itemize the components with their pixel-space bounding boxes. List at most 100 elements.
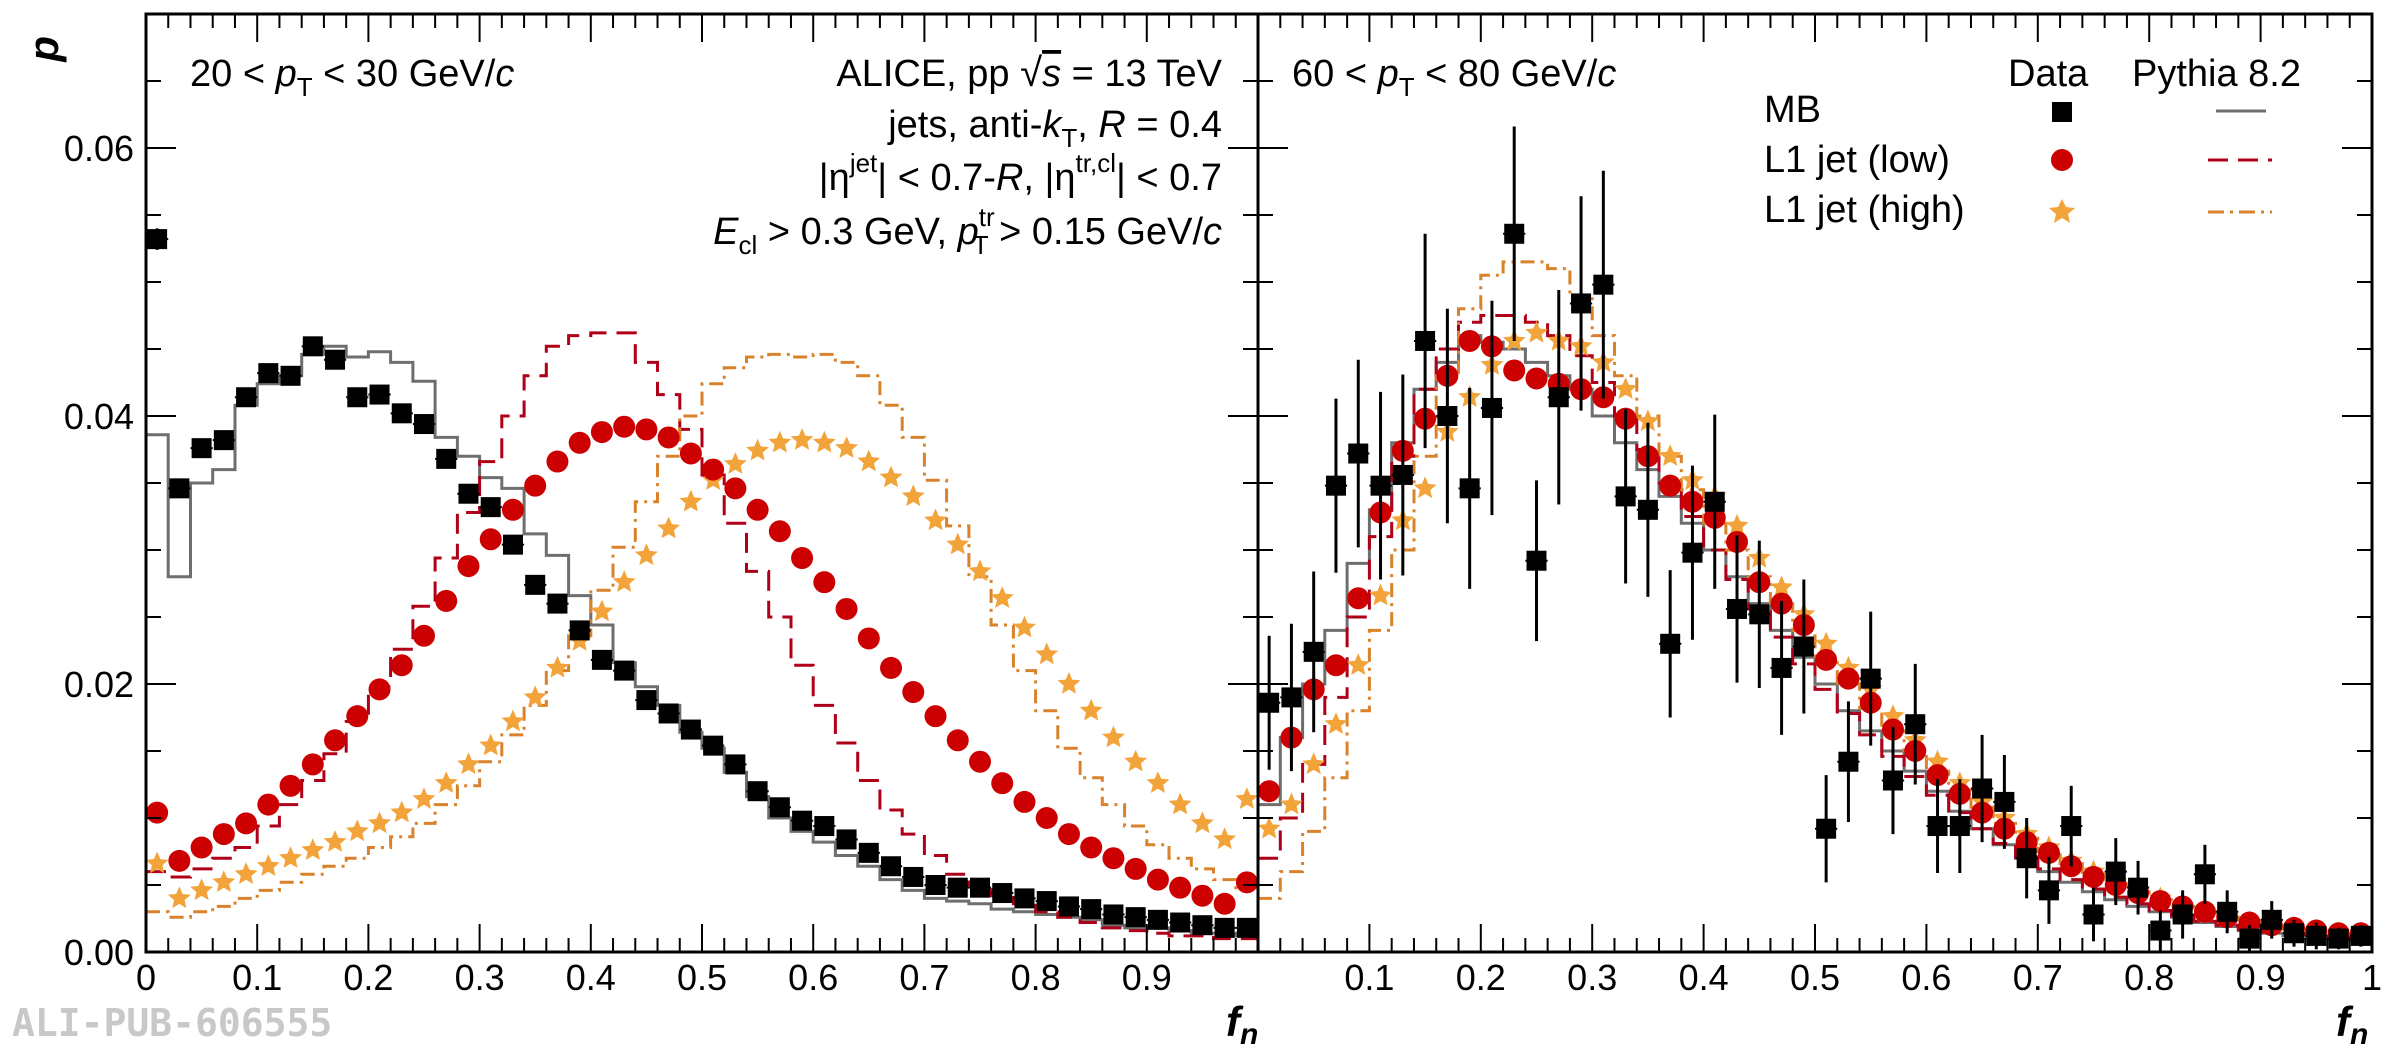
left-mb-point-35 [925,875,946,895]
left-mb-point-29 [792,810,813,831]
left-mb-point-45 [1147,909,1168,930]
right-mb-point-14 [1571,293,1592,314]
right-mb-point-17 [1637,499,1658,520]
right-mb-point-26 [1838,751,1859,772]
left-x-tick-label-4: 0.4 [566,957,616,998]
right-x-tick-label-7: 0.8 [2124,957,2174,998]
y-axis-title: p [20,36,67,63]
right-l1-jet-high-point-25 [1814,631,1838,654]
right-mb-point-37 [2083,904,2104,925]
right-x-tick-label-6: 0.7 [2013,957,2063,998]
x-axis-title-left: fn [1226,998,1258,1046]
left-mb-point-30 [814,816,835,837]
right-l1-jet-high-point-0 [1258,816,1281,839]
axis-ticks [145,13,2373,953]
left-mb-point-23 [658,703,679,724]
right-mb-point-49 [2350,925,2371,946]
right-l1-jet-low-point-4 [1347,587,1370,610]
right-x-tick-label-0: 0.1 [1344,957,1394,998]
right-mb-point-29 [1905,714,1926,735]
right-mb-point-36 [2061,816,2082,837]
left-mb-point-47 [1192,915,1213,936]
y-tick-label-2: 0.04 [64,396,134,437]
left-mb-point-28 [769,797,790,818]
left-l1-jet-high-point-13 [434,771,458,793]
y-tick-label-1: 0.02 [64,664,134,705]
left-l1-jet-low-point-45 [1146,868,1169,891]
left-l1-jet-low-point-20 [590,421,613,444]
left-mb-point-33 [881,856,902,877]
right-mb-point-41 [2172,904,2193,925]
right-mb-point-8 [1437,406,1458,426]
left-l1-jet-low-point-28 [768,520,791,543]
legend-label-high: L1 jet (high) [1764,189,1965,231]
right-mb-point-43 [2217,901,2238,922]
left-l1-jet-high-point-45 [1146,771,1170,793]
left-mb-point-11 [391,403,412,424]
left-l1-jet-high-point-4 [234,862,258,884]
left-l1-jet-high-point-48 [1213,827,1237,850]
legend-header-pythia: Pythia 8.2 [2132,53,2301,95]
right-mb-point-30 [1927,816,1948,837]
right-l1-jet-low-point-3 [1324,654,1347,677]
left-mb-point-19 [569,620,590,641]
left-l1-jet-high-point-5 [256,854,280,876]
right-l1-jet-high-point-1 [1280,792,1303,815]
left-x-tick-label-0: 0 [136,957,156,998]
left-mb-point-3 [213,430,234,451]
left-mb-point-8 [325,349,346,370]
left-x-tick-label-6: 0.6 [788,957,838,998]
y-tick-label-3: 0.06 [64,128,134,169]
left-l1-jet-low-point-37 [969,750,991,773]
left-l1-jet-low-point-27 [746,498,769,521]
right-mb-point-15 [1593,274,1614,295]
left-l1-jet-low-point-34 [902,681,925,704]
left-l1-jet-high-point-43 [1102,725,1125,748]
left-mb-point-48 [1214,917,1235,938]
jet-definition-label: jets, anti-kT, R = 0.4 [887,104,1222,153]
right-l1-jet-high-point-18 [1658,444,1682,466]
left-l1-jet-low-point-2 [190,836,213,859]
left-l1-jet-low-point-39 [1013,790,1036,813]
left-mb-point-13 [436,448,457,469]
x-axis-title-sub-right: n [2350,1018,2368,1046]
left-l1-jet-high-point-1 [167,886,191,909]
right-mb-point-3 [1325,475,1346,496]
left-mb-point-40 [1036,891,1057,912]
right-mb-point-27 [1860,668,1881,689]
right-mb-point-5 [1370,475,1391,496]
right-l1-jet-high-point-3 [1324,712,1348,734]
legend-marker-mb [2052,102,2072,122]
left-mb-point-5 [258,363,279,384]
left-l1-jet-high-point-8 [323,830,347,852]
left-mb-point-36 [947,877,968,898]
right-mb-point-42 [2194,864,2215,885]
left-x-tick-label-3: 0.3 [455,957,505,998]
right-mb-point-1 [1281,687,1302,708]
right-mb-point-39 [2128,877,2149,898]
left-pythia-l1-jet-high-line [146,352,1258,919]
legend-marker-high [2049,199,2075,223]
right-l1-jet-high-point-5 [1369,583,1392,606]
left-mb-point-16 [502,534,523,555]
right-mb-point-22 [1749,604,1770,625]
left-l1-jet-low-point-24 [679,442,702,465]
right-x-tick-label-9: 1 [2362,957,2382,998]
left-l1-jet-low-point-30 [813,571,836,594]
publication-id-watermark: ALI-PUB-606555 [12,1001,332,1045]
left-l1-jet-low-point-1 [168,849,191,872]
left-mb-point-21 [614,660,635,681]
left-l1-jet-high-point-46 [1168,792,1192,815]
left-l1-jet-low-point-47 [1191,884,1214,907]
left-l1-jet-low-point-12 [413,624,435,647]
left-l1-jet-low-point-15 [479,528,502,551]
left-l1-jet-low-point-22 [635,418,658,441]
x-axis-title-right: fn [2336,998,2368,1046]
right-panel-data-points [1258,126,2372,952]
experiment-label: ALICE, pp √s = 13 TeV [836,51,1222,95]
left-mb-point-44 [1125,907,1146,928]
left-l1-jet-low-point-7 [301,753,324,776]
right-mb-point-47 [2306,925,2327,946]
left-x-tick-label-2: 0.2 [343,957,393,998]
left-l1-jet-high-point-30 [812,430,836,453]
